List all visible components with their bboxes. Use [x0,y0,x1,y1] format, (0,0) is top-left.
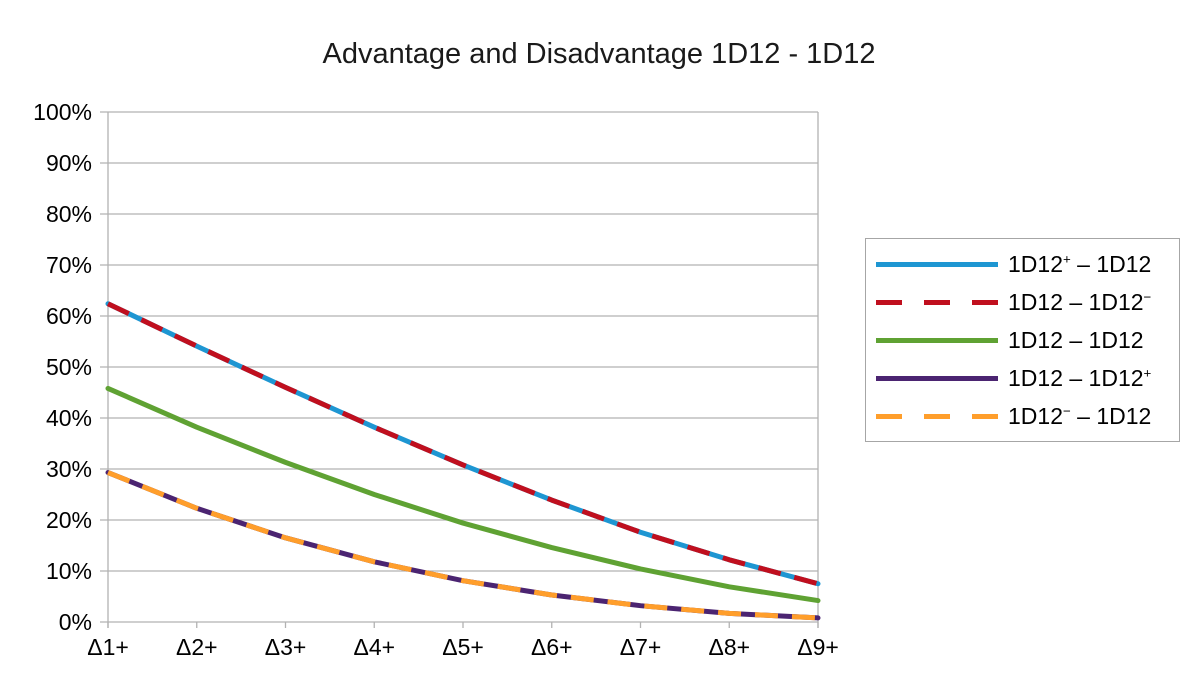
series-line-0 [105,301,821,587]
x-tick-label: Δ9+ [797,634,839,660]
y-tick-label: 90% [45,150,92,176]
series-line-4 [107,470,819,621]
y-tick-label: 70% [45,252,92,278]
x-tick-label: Δ5+ [442,634,484,660]
y-tick-label: 100% [33,99,92,125]
legend-item: 1D12− – 1D12 [876,397,1179,435]
legend-solid-line-swatch [876,337,998,343]
y-tick-label: 30% [45,456,92,482]
x-tick-label: Δ3+ [264,634,307,660]
y-tick-label: 20% [45,507,92,533]
x-tick-label: Δ2+ [175,634,218,660]
legend-item: 1D12 – 1D12− [876,283,1179,321]
legend-solid-line-swatch [876,261,998,267]
legend-item: 1D12 – 1D12 [876,321,1179,359]
chart-title: Advantage and Disadvantage 1D12 - 1D12 [322,38,876,70]
y-tick-label: 0% [58,609,92,635]
legend-label: 1D12 – 1D12− [1008,288,1152,315]
y-tick-label: 10% [45,558,92,584]
series-line-3 [105,470,821,621]
y-tick-label: 40% [45,405,92,431]
x-tick-label: Δ8+ [708,634,751,660]
series-line-1 [106,301,819,587]
legend-dashed-line-swatch [876,413,998,419]
legend-solid-line-swatch [876,375,998,381]
x-tick-label: Δ1+ [87,634,129,660]
legend-label: 1D12− – 1D12 [1008,402,1152,429]
legend-label: 1D12 – 1D12+ [1008,364,1152,391]
legend-label: 1D12+ – 1D12 [1008,250,1152,277]
y-tick-label: 50% [45,354,92,380]
legend: 1D12+ – 1D12 1D12 – 1D12− 1D12 – 1D12 1D12 … [865,238,1180,442]
x-tick-label: Δ7+ [619,634,662,660]
legend-item: 1D12+ – 1D12 [876,245,1179,283]
legend-dashed-line-swatch [876,299,998,305]
series-line-2 [105,385,821,604]
x-tick-label: Δ4+ [353,634,396,660]
y-tick-label: 80% [45,201,92,227]
legend-item: 1D12 – 1D12+ [876,359,1179,397]
legend-label: 1D12 – 1D12 [1008,326,1144,353]
y-tick-label: 60% [45,303,92,329]
x-tick-label: Δ6+ [530,634,573,660]
